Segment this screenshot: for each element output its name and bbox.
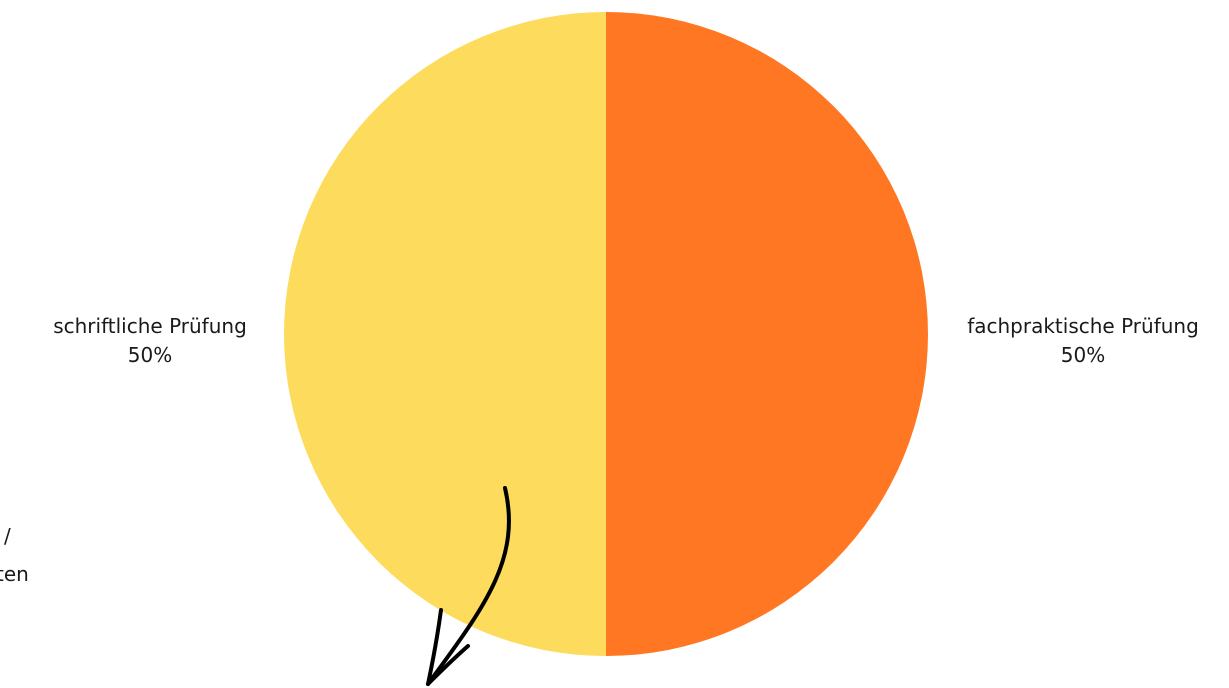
pie-slices [284,12,928,656]
slice-label-name-1: schriftliche Prüfung [53,314,247,338]
slice-label-value-0: 50% [1061,343,1105,367]
annotation-partial-line-1: / [4,524,11,548]
annotation-partial-line-2: ten [0,562,29,586]
slice-label-value-1: 50% [128,343,172,367]
pie-slice-0 [606,12,928,656]
hand-drawn-arrow-icon [426,486,511,686]
pie-slice-1 [284,12,606,656]
slice-label-name-0: fachpraktische Prüfung [967,314,1199,338]
